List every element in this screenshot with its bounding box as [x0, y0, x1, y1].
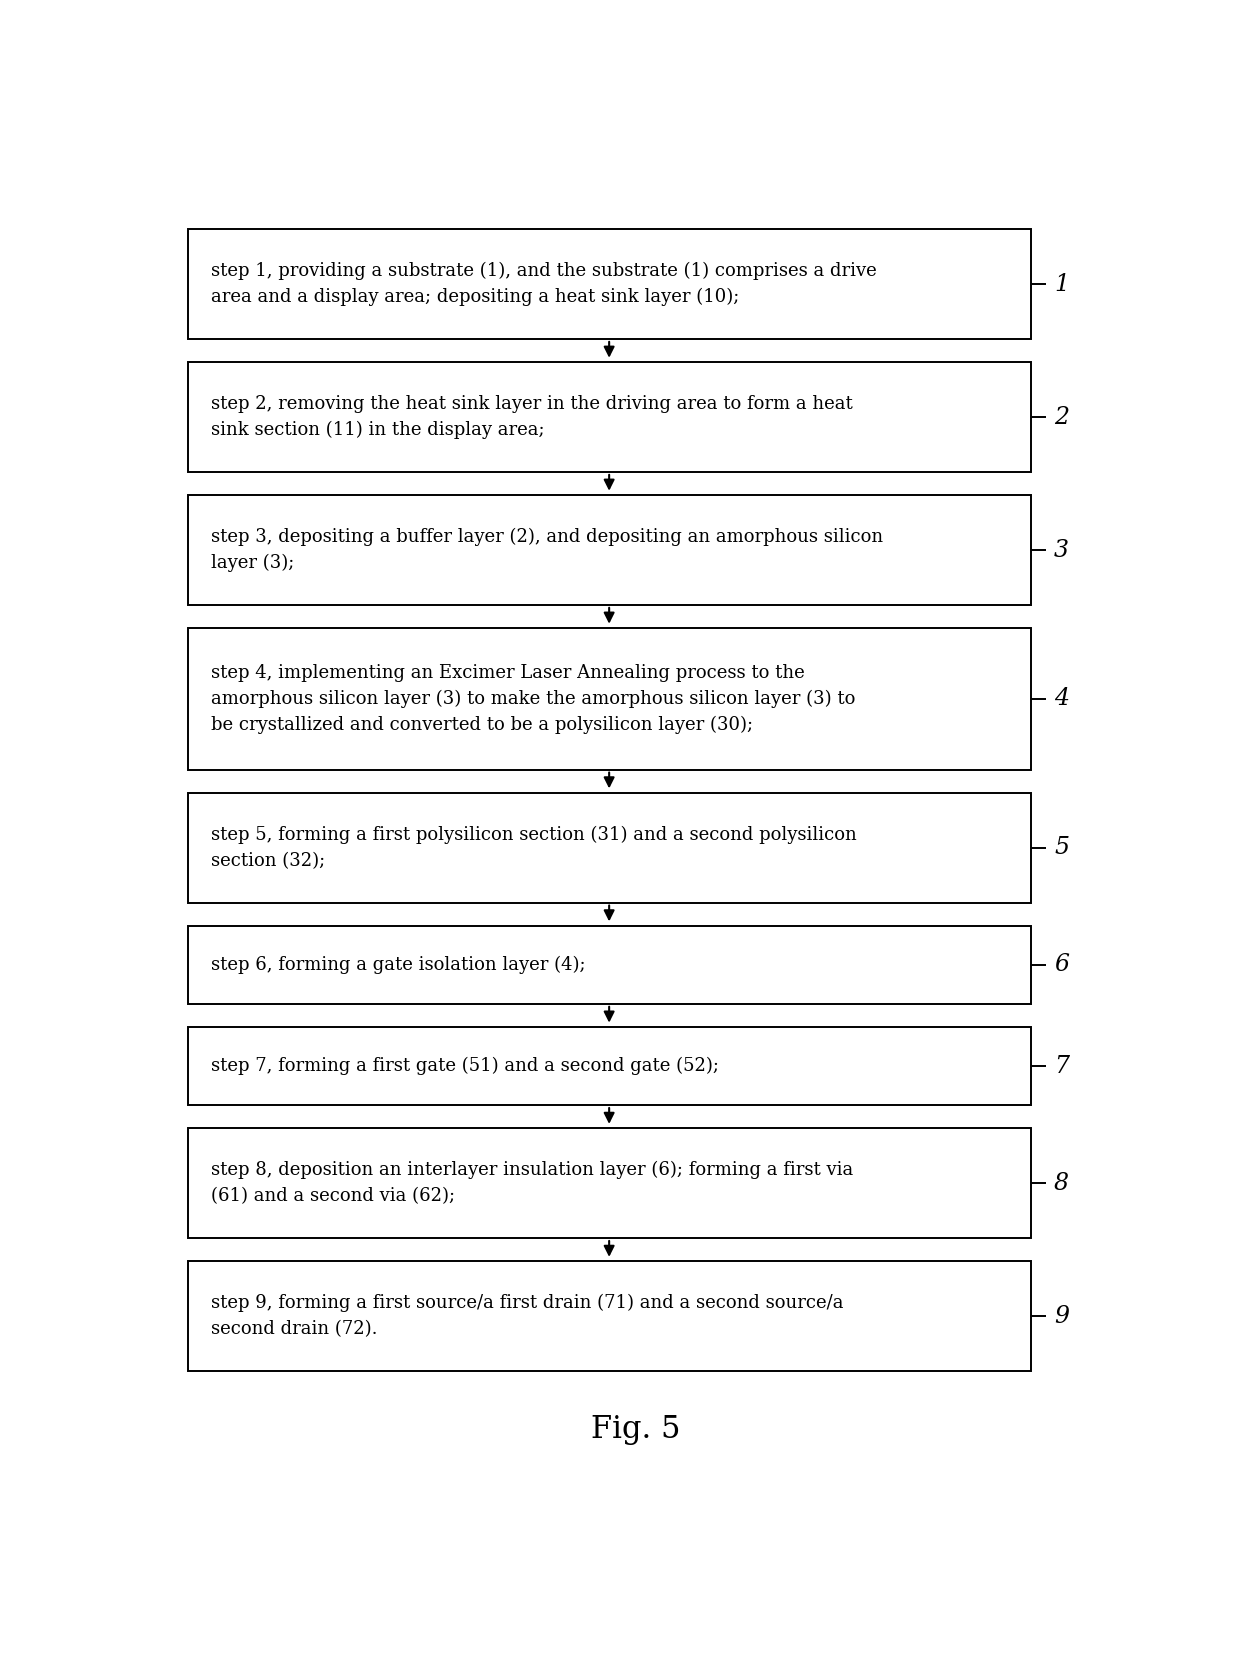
Text: step 3, depositing a buffer layer (2), and depositing an amorphous silicon
layer: step 3, depositing a buffer layer (2), a…: [211, 528, 883, 571]
Text: 7: 7: [1054, 1055, 1069, 1078]
Text: Fig. 5: Fig. 5: [590, 1414, 681, 1444]
Text: 6: 6: [1054, 953, 1069, 976]
Text: step 4, implementing an Excimer Laser Annealing process to the
amorphous silicon: step 4, implementing an Excimer Laser An…: [211, 663, 856, 735]
Bar: [187, 628, 1030, 770]
Text: 5: 5: [1054, 836, 1069, 860]
Bar: [187, 793, 1030, 903]
Text: step 2, removing the heat sink layer in the driving area to form a heat
sink sec: step 2, removing the heat sink layer in …: [211, 395, 853, 440]
Bar: [187, 1261, 1030, 1371]
Text: step 8, deposition an interlayer insulation layer (6); forming a first via
(61) : step 8, deposition an interlayer insulat…: [211, 1161, 853, 1205]
Bar: [187, 495, 1030, 605]
Bar: [187, 926, 1030, 1005]
Text: 1: 1: [1054, 273, 1069, 295]
Bar: [187, 1128, 1030, 1238]
Text: step 6, forming a gate isolation layer (4);: step 6, forming a gate isolation layer (…: [211, 956, 585, 975]
Bar: [187, 1026, 1030, 1105]
Text: 4: 4: [1054, 688, 1069, 710]
Text: 8: 8: [1054, 1171, 1069, 1195]
Text: step 5, forming a first polysilicon section (31) and a second polysilicon
sectio: step 5, forming a first polysilicon sect…: [211, 826, 857, 870]
Text: 2: 2: [1054, 405, 1069, 428]
Text: step 1, providing a substrate (1), and the substrate (1) comprises a drive
area : step 1, providing a substrate (1), and t…: [211, 262, 877, 307]
Text: step 7, forming a first gate (51) and a second gate (52);: step 7, forming a first gate (51) and a …: [211, 1056, 719, 1075]
Text: 3: 3: [1054, 538, 1069, 561]
Bar: [187, 362, 1030, 471]
Text: 9: 9: [1054, 1304, 1069, 1328]
Text: step 9, forming a first source/a first drain (71) and a second source/a
second d: step 9, forming a first source/a first d…: [211, 1294, 843, 1338]
Bar: [187, 230, 1030, 338]
